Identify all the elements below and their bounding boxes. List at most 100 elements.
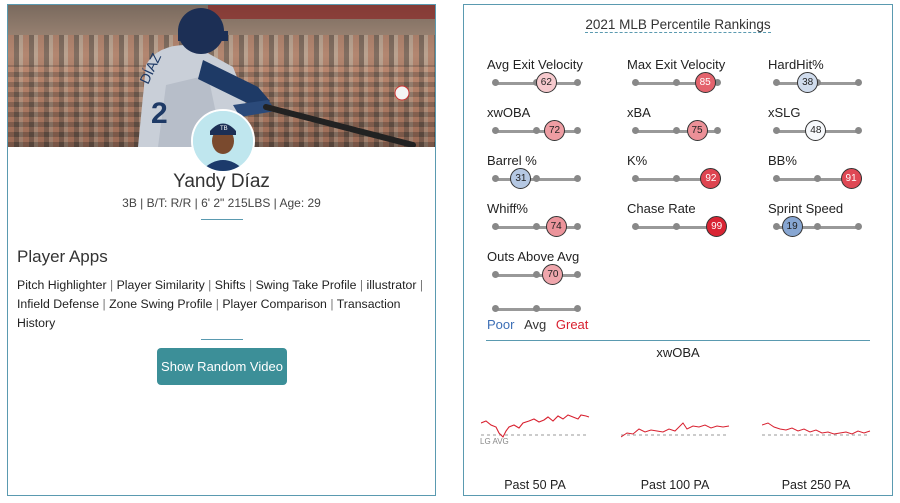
metric-track-dot — [492, 175, 499, 182]
metric-label: xSLG — [768, 105, 801, 120]
metric-label: HardHit% — [768, 57, 824, 72]
metric-track-dot — [574, 223, 581, 230]
metric-percentile-bubble[interactable]: 48 — [805, 120, 827, 141]
xwoba-label-100: Past 100 PA — [640, 478, 710, 492]
metric-track-dot — [855, 127, 862, 134]
metric-label: Whiff% — [487, 201, 528, 216]
metric-track-dot — [492, 223, 499, 230]
metric-track-dot — [673, 79, 680, 86]
player-headshot-icon: TB — [193, 111, 253, 171]
rankings-title: 2021 MLB Percentile Rankings — [464, 17, 892, 33]
app-link-pitch-highlighter[interactable]: Pitch Highlighter — [17, 278, 107, 292]
xwoba-label-50: Past 50 PA — [504, 478, 566, 492]
metric-track-dot — [632, 79, 639, 86]
metric-track-dot — [673, 223, 680, 230]
metric-track-dot — [533, 271, 540, 278]
metric-percentile-bubble[interactable]: 72 — [544, 120, 566, 141]
metric-label: Max Exit Velocity — [627, 57, 726, 72]
metric-label: xwOBA — [487, 105, 531, 120]
metric-track-dot — [533, 223, 540, 230]
metric-percentile-bubble[interactable]: 92 — [700, 168, 722, 189]
metric-track-dot — [714, 127, 721, 134]
xwoba-title: xwOBA — [656, 345, 700, 360]
metric-label: BB% — [768, 153, 797, 168]
metric-xwoba: xwOBA 72 — [487, 105, 617, 153]
xwoba-sparkline-100 — [621, 422, 730, 438]
xwoba-sparkline-250 — [762, 422, 871, 436]
legend-avg: Avg — [524, 317, 547, 332]
metric-percentile-bubble[interactable]: 62 — [535, 72, 557, 93]
metric-percentile-bubble[interactable]: 91 — [840, 168, 862, 189]
metric-sprint-speed: Sprint Speed 19 — [768, 201, 898, 249]
metric-label: Sprint Speed — [768, 201, 844, 216]
metric-percentile-bubble[interactable]: 19 — [781, 216, 803, 237]
metric-barrel: Barrel % 31 — [487, 153, 617, 201]
app-link-swing-take-profile[interactable]: Swing Take Profile — [255, 278, 357, 292]
metric-track-dot — [632, 175, 639, 182]
app-link-player-comparison[interactable]: Player Comparison — [222, 297, 327, 311]
metric-hardhit: HardHit% 38 — [768, 57, 898, 105]
metric-track-dot — [574, 271, 581, 278]
percentile-legend: Poor Avg Great — [487, 317, 588, 332]
metric-track-dot — [773, 223, 780, 230]
svg-text:TB: TB — [220, 126, 228, 132]
app-link-infield-defense[interactable]: Infield Defense — [17, 297, 100, 311]
metric-percentile-bubble[interactable]: 74 — [545, 216, 567, 237]
metric-track-dot — [492, 127, 499, 134]
rankings-title-text[interactable]: 2021 MLB Percentile Rankings — [585, 17, 771, 33]
svg-text:2: 2 — [151, 97, 168, 130]
metric-whiff: Whiff% 74 — [487, 201, 617, 249]
legend-great: Great — [555, 317, 589, 332]
show-random-video-button[interactable]: Show Random Video — [157, 348, 287, 385]
lg-avg-label: LG AVG — [480, 437, 509, 446]
metric-xba: xBA 75 — [627, 105, 757, 153]
metric-percentile-bubble[interactable]: 75 — [686, 120, 708, 141]
metric-avg-exit-velocity: Avg Exit Velocity 62 — [487, 57, 617, 105]
divider — [201, 339, 243, 340]
app-link-zone-swing-profile[interactable]: Zone Swing Profile — [109, 297, 213, 311]
metric-track-dot — [533, 127, 540, 134]
player-name: Yandy Díaz — [173, 171, 270, 192]
metric-track-dot — [773, 79, 780, 86]
metric-bb: BB% 91 — [768, 153, 898, 201]
player-apps-links: Pitch Highlighter | Player Similarity | … — [17, 278, 424, 330]
metric-track-dot — [714, 79, 721, 86]
metric-track-dot — [574, 175, 581, 182]
app-link-transaction-history[interactable]: Transaction History — [17, 297, 401, 330]
metric-track-dot — [773, 175, 780, 182]
metric-percentile-bubble[interactable]: 38 — [797, 72, 819, 93]
xwoba-label-250: Past 250 PA — [781, 478, 851, 492]
metric-xslg: xSLG 48 — [768, 105, 898, 153]
legend-poor: Poor — [487, 317, 515, 332]
metric-track-dot — [632, 223, 639, 230]
metric-track-dot — [533, 175, 540, 182]
player-bio: 3B | B/T: R/R | 6' 2" 215LBS | Age: 29 — [122, 196, 321, 210]
metric-label: Avg Exit Velocity — [487, 57, 583, 72]
metric-track-dot — [574, 127, 581, 134]
metric-percentile-bubble[interactable]: 31 — [510, 168, 532, 189]
xwoba-sparkline-50 — [481, 414, 590, 438]
metric-track-dot — [492, 271, 499, 278]
metric-percentile-bubble[interactable]: 70 — [542, 264, 564, 285]
metric-label: K% — [627, 153, 648, 168]
metric-track-dot — [673, 175, 680, 182]
player-apps-title: Player Apps — [17, 247, 108, 266]
metric-track-dot — [855, 79, 862, 86]
metric-label: Chase Rate — [627, 201, 696, 216]
app-link-illustrator[interactable]: illustrator — [366, 278, 417, 292]
metric-max-exit-velocity: Max Exit Velocity 85 — [627, 57, 757, 105]
metric-k: K% 92 — [627, 153, 757, 201]
app-link-shifts[interactable]: Shifts — [214, 278, 246, 292]
player-avatar: TB — [191, 109, 255, 173]
player-card: DÍAZ 2 TB Yandy Díaz 3B | B/T: R/R | 6' … — [7, 4, 436, 496]
metric-label: xBA — [627, 105, 651, 120]
metric-label: Barrel % — [487, 153, 537, 168]
metric-label: Outs Above Avg — [487, 249, 580, 264]
metric-percentile-bubble[interactable]: 85 — [694, 72, 716, 93]
metric-track-dot — [814, 175, 821, 182]
metric-track-dot — [574, 79, 581, 86]
app-link-player-similarity[interactable]: Player Similarity — [116, 278, 205, 292]
divider — [201, 219, 243, 220]
metric-percentile-bubble[interactable]: 99 — [706, 216, 728, 237]
percentile-rankings-card: 2021 MLB Percentile Rankings Avg Exit Ve… — [463, 4, 893, 496]
